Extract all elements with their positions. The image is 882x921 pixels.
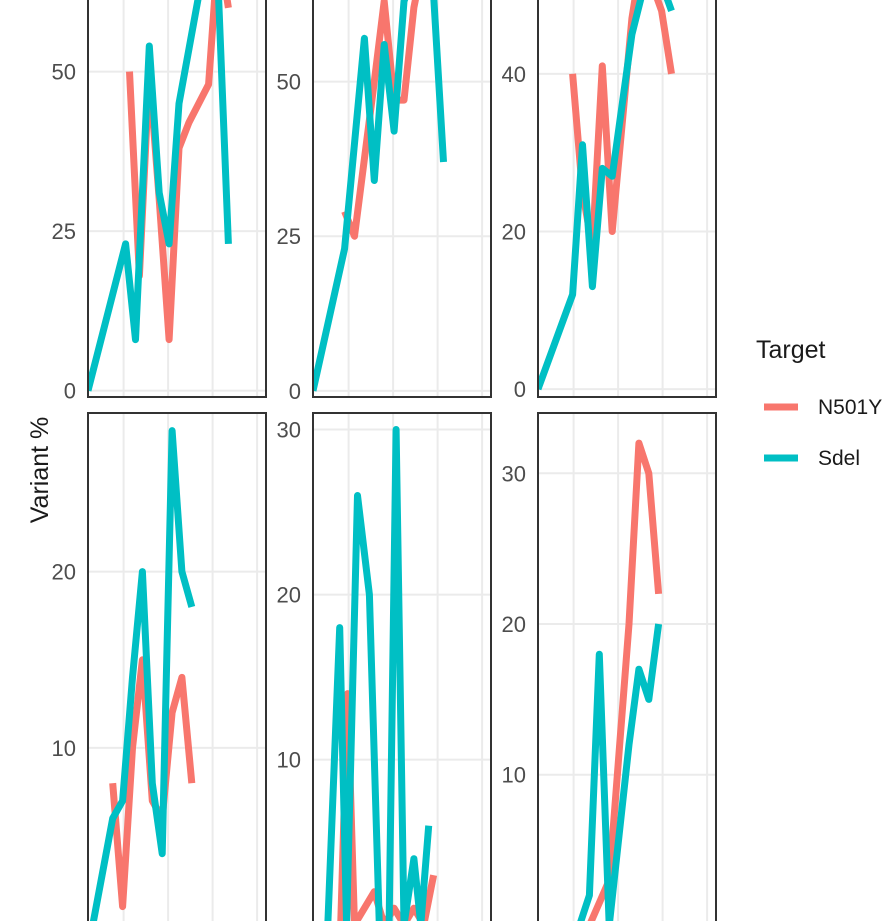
y-tick-label: 10 — [52, 736, 76, 761]
y-tick-label: 50 — [277, 70, 301, 95]
panel-border — [537, 0, 717, 398]
y-tick-label: 20 — [502, 219, 526, 244]
series-line-sdel — [324, 426, 433, 921]
y-tick-label: 25 — [52, 219, 76, 244]
panel-1: 0 25 50 — [52, 0, 267, 404]
y-tick-label: 40 — [502, 62, 526, 87]
legend-label-sdel: Sdel — [818, 447, 860, 470]
series-line-sdel — [577, 623, 663, 921]
series-line-sdel — [313, 0, 447, 392]
panel-border — [312, 412, 492, 921]
series-line-sdel — [88, 0, 232, 392]
y-axis-title: Variant % — [26, 417, 54, 524]
y-tick-label: 0 — [514, 377, 526, 402]
panel-6: 10 20 30 — [502, 412, 717, 921]
panel-border — [537, 412, 717, 921]
panel-border — [87, 0, 267, 398]
series-line-n501y — [341, 0, 419, 240]
y-tick-label: 0 — [289, 379, 301, 404]
legend-title: Target — [756, 336, 826, 364]
y-tick-label: 20 — [277, 583, 301, 608]
y-tick-label: 20 — [52, 560, 76, 585]
panel-border — [87, 412, 267, 921]
y-tick-label: 10 — [277, 748, 301, 773]
panel-5: 10 20 30 — [277, 412, 492, 921]
panel-2: 0 25 50 — [277, 0, 492, 404]
y-tick-label: 30 — [277, 418, 301, 443]
panel-3: 0 20 40 — [502, 0, 717, 402]
y-tick-label: 30 — [502, 461, 526, 486]
y-tick-label: 50 — [52, 60, 76, 85]
y-tick-label: 25 — [277, 224, 301, 249]
y-tick-label: 10 — [502, 763, 526, 788]
series-line-sdel — [89, 427, 196, 921]
legend-label-n501y: N501Y — [818, 396, 882, 419]
series-line-sdel — [538, 0, 675, 391]
panel-4: 10 20 — [52, 412, 267, 921]
legend: Target N501Y Sdel — [756, 336, 882, 470]
y-tick-label: 0 — [64, 379, 76, 404]
panel-border — [312, 0, 492, 398]
y-tick-label: 20 — [502, 612, 526, 637]
